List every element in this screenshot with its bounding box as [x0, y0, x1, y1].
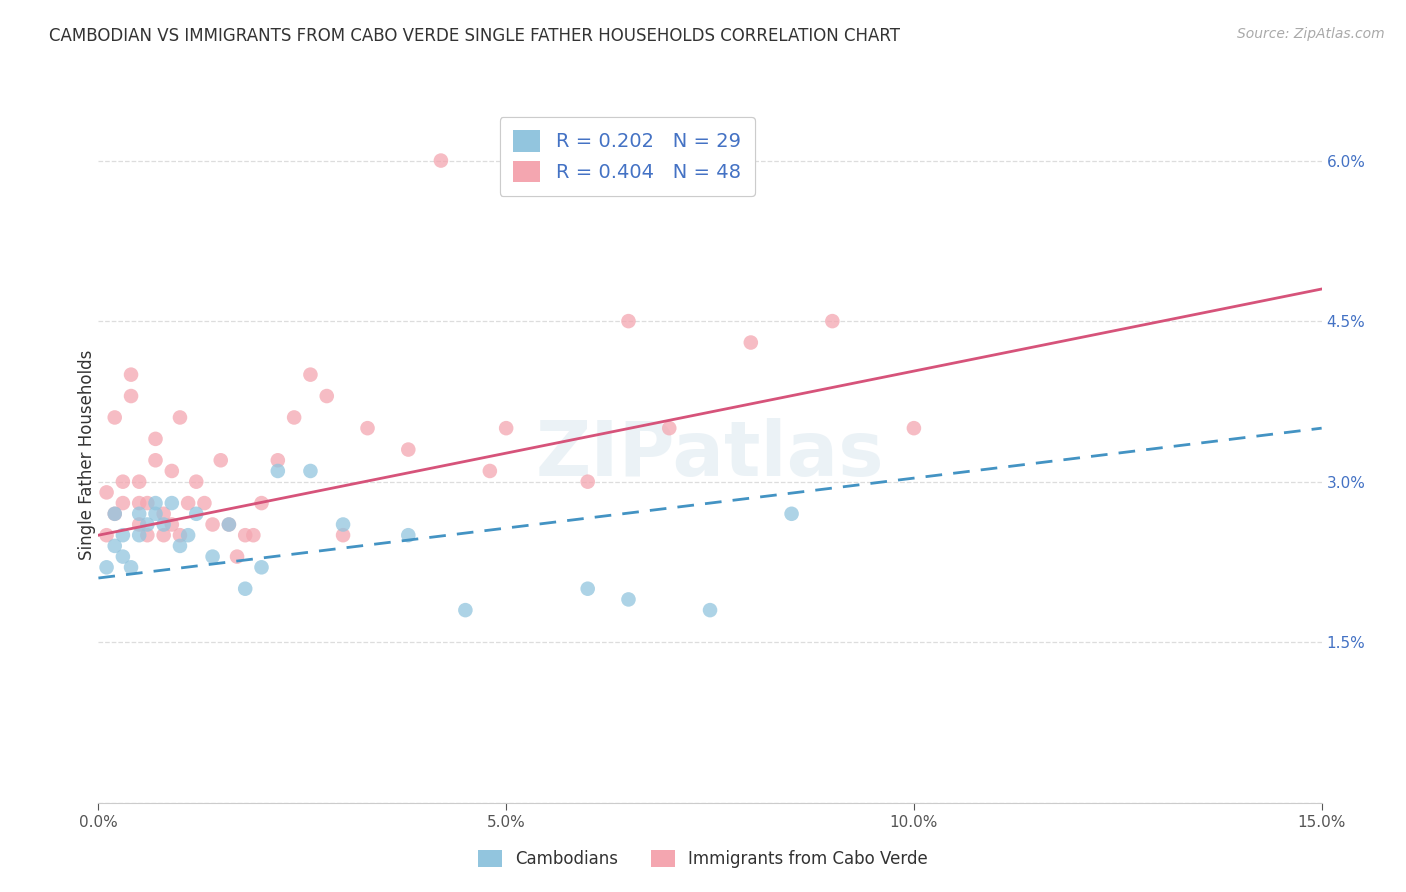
Point: [478, 464, 501, 478]
Point: [536, 164, 558, 178]
Point: [120, 368, 142, 382]
Point: [209, 453, 232, 467]
Point: [104, 507, 127, 521]
Point: [104, 410, 127, 425]
Point: [201, 549, 224, 564]
Point: [128, 528, 150, 542]
Text: ZIPatlas: ZIPatlas: [536, 418, 884, 491]
Point: [218, 517, 240, 532]
Point: [145, 432, 167, 446]
Point: [136, 517, 159, 532]
Point: [250, 560, 273, 574]
Point: [152, 528, 174, 542]
Point: [104, 507, 127, 521]
Point: [576, 582, 599, 596]
Point: [96, 485, 118, 500]
Point: [186, 475, 208, 489]
Point: [128, 496, 150, 510]
Point: [136, 528, 159, 542]
Point: [120, 389, 142, 403]
Point: [169, 528, 191, 542]
Point: [283, 410, 305, 425]
Point: [396, 528, 419, 542]
Point: [111, 475, 134, 489]
Point: [145, 507, 167, 521]
Point: [136, 496, 159, 510]
Text: CAMBODIAN VS IMMIGRANTS FROM CABO VERDE SINGLE FATHER HOUSEHOLDS CORRELATION CHA: CAMBODIAN VS IMMIGRANTS FROM CABO VERDE …: [49, 27, 900, 45]
Point: [242, 528, 264, 542]
Point: [315, 389, 337, 403]
Point: [903, 421, 925, 435]
Point: [201, 517, 224, 532]
Point: [145, 496, 167, 510]
Point: [152, 517, 174, 532]
Point: [160, 464, 183, 478]
Point: [186, 507, 208, 521]
Point: [780, 507, 803, 521]
Point: [128, 517, 150, 532]
Y-axis label: Single Father Households: Single Father Households: [79, 350, 96, 560]
Point: [177, 496, 200, 510]
Point: [299, 464, 322, 478]
Point: [267, 464, 290, 478]
Point: [821, 314, 844, 328]
Point: [332, 528, 354, 542]
Point: [128, 475, 150, 489]
Point: [495, 421, 517, 435]
Point: [617, 592, 640, 607]
Point: [576, 475, 599, 489]
Point: [152, 507, 174, 521]
Point: [169, 539, 191, 553]
Point: [120, 560, 142, 574]
Point: [233, 528, 256, 542]
Point: [299, 368, 322, 382]
Point: [104, 539, 127, 553]
Point: [396, 442, 419, 457]
Point: [111, 496, 134, 510]
Point: [160, 517, 183, 532]
Point: [233, 582, 256, 596]
Point: [96, 560, 118, 574]
Point: [111, 528, 134, 542]
Point: [658, 421, 681, 435]
Point: [169, 410, 191, 425]
Point: [226, 549, 249, 564]
Point: [145, 453, 167, 467]
Point: [193, 496, 215, 510]
Point: [177, 528, 200, 542]
Legend: R = 0.202   N = 29, R = 0.404   N = 48: R = 0.202 N = 29, R = 0.404 N = 48: [499, 117, 755, 196]
Point: [699, 603, 721, 617]
Point: [356, 421, 378, 435]
Text: Source: ZipAtlas.com: Source: ZipAtlas.com: [1237, 27, 1385, 41]
Point: [250, 496, 273, 510]
Point: [160, 496, 183, 510]
Point: [111, 549, 134, 564]
Legend: Cambodians, Immigrants from Cabo Verde: Cambodians, Immigrants from Cabo Verde: [471, 843, 935, 875]
Point: [740, 335, 762, 350]
Point: [332, 517, 354, 532]
Point: [454, 603, 477, 617]
Point: [218, 517, 240, 532]
Point: [267, 453, 290, 467]
Point: [430, 153, 453, 168]
Point: [96, 528, 118, 542]
Point: [128, 507, 150, 521]
Point: [617, 314, 640, 328]
